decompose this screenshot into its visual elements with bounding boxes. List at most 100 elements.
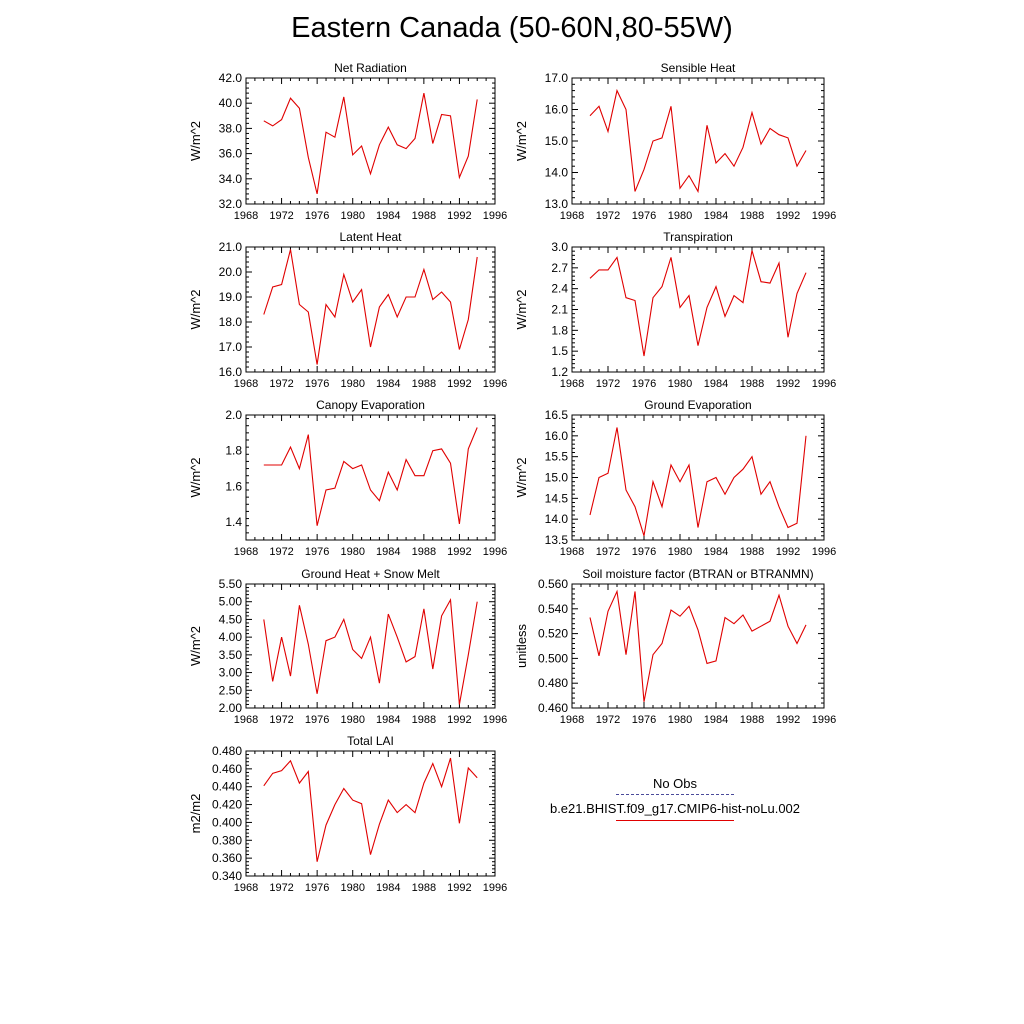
y-tick-label: 2.50 xyxy=(219,683,243,697)
legend-model-line xyxy=(616,820,734,821)
x-tick-label: 1976 xyxy=(305,882,329,894)
x-tick-label: 1992 xyxy=(447,378,471,390)
y-tick-label: 0.340 xyxy=(212,869,242,883)
x-tick-label: 1984 xyxy=(376,546,400,558)
y-tick-label: 14.5 xyxy=(545,491,569,505)
figure-title: Eastern Canada (50-60N,80-55W) xyxy=(291,12,733,44)
x-tick-label: 1984 xyxy=(704,210,728,222)
y-tick-label: 4.00 xyxy=(219,630,243,644)
series-line xyxy=(589,250,807,357)
y-axis-label: W/m^2 xyxy=(188,626,203,666)
x-tick-label: 1988 xyxy=(740,714,764,726)
x-tick-label: 1972 xyxy=(269,546,293,558)
y-tick-label: 0.480 xyxy=(212,744,242,758)
plot-frame xyxy=(245,414,496,541)
y-tick-label: 0.460 xyxy=(212,762,242,776)
panel-6: Ground Evaporation W/m^2 1968 1972 1976 1980 1… xyxy=(514,398,836,558)
series-line xyxy=(263,92,478,195)
panel-title: Latent Heat xyxy=(339,230,402,244)
x-tick-label: 1968 xyxy=(560,378,584,390)
x-tick-label: 1972 xyxy=(269,882,293,894)
x-tick-label: 1992 xyxy=(776,546,800,558)
panel-5: Canopy Evaporation W/m^2 1968 1972 1976 1980 1… xyxy=(188,398,507,558)
y-tick-label: 15.0 xyxy=(545,134,569,148)
panel-title: Canopy Evaporation xyxy=(316,398,425,412)
x-tick-label: 1984 xyxy=(376,882,400,894)
x-tick-label: 1996 xyxy=(812,210,836,222)
y-tick-label: 13.0 xyxy=(545,197,569,211)
x-tick-label: 1976 xyxy=(305,210,329,222)
y-axis-label: W/m^2 xyxy=(188,457,203,497)
legend-obs-label: No Obs xyxy=(652,776,698,791)
y-tick-label: 1.5 xyxy=(551,344,568,358)
panel-9: Total LAI m2/m2 1968 1972 1976 1980 1984 1988 19… xyxy=(188,734,507,894)
x-tick-label: 1972 xyxy=(596,378,620,390)
y-tick-label: 34.0 xyxy=(219,172,243,186)
x-tick-label: 1980 xyxy=(340,882,364,894)
x-tick-label: 1984 xyxy=(376,378,400,390)
y-tick-label: 1.2 xyxy=(551,365,568,379)
x-tick-label: 1992 xyxy=(776,210,800,222)
y-tick-label: 2.7 xyxy=(551,261,568,275)
panel-title: Ground Heat + Snow Melt xyxy=(301,567,440,581)
panel-4: Transpiration W/m^2 1968 1972 1976 1980 1984 19… xyxy=(514,230,836,390)
x-tick-label: 1968 xyxy=(234,714,258,726)
x-tick-label: 1984 xyxy=(704,714,728,726)
y-tick-label: 4.50 xyxy=(219,612,243,626)
y-tick-label: 0.500 xyxy=(538,651,568,665)
x-tick-label: 1984 xyxy=(704,546,728,558)
x-tick-label: 1996 xyxy=(483,378,507,390)
y-axis-label: m2/m2 xyxy=(188,794,203,834)
panel-title: Transpiration xyxy=(663,230,733,244)
plot-frame xyxy=(571,414,825,541)
x-tick-label: 1988 xyxy=(740,546,764,558)
y-axis-label: W/m^2 xyxy=(514,289,529,329)
y-axis-label: W/m^2 xyxy=(188,121,203,161)
x-tick-label: 1996 xyxy=(483,882,507,894)
x-tick-label: 1984 xyxy=(704,378,728,390)
y-tick-label: 15.5 xyxy=(545,450,569,464)
y-tick-label: 16.5 xyxy=(545,408,569,422)
x-tick-label: 1968 xyxy=(234,882,258,894)
x-tick-label: 1968 xyxy=(560,714,584,726)
panel-2: Sensible Heat W/m^2 1968 1972 1976 1980 1984 19… xyxy=(514,61,836,222)
y-tick-label: 1.8 xyxy=(225,444,242,458)
x-tick-label: 1976 xyxy=(305,546,329,558)
y-tick-label: 0.560 xyxy=(538,577,568,591)
legend-model-label: b.e21.BHIST.f09_g17.CMIP6-hist-noLu.002 xyxy=(549,801,801,816)
y-tick-label: 2.00 xyxy=(219,701,243,715)
x-tick-label: 1968 xyxy=(560,210,584,222)
x-tick-label: 1980 xyxy=(668,546,692,558)
x-tick-label: 1996 xyxy=(483,714,507,726)
x-tick-label: 1976 xyxy=(632,714,656,726)
x-tick-label: 1988 xyxy=(412,210,436,222)
x-tick-label: 1992 xyxy=(447,546,471,558)
series-line xyxy=(263,249,478,365)
y-tick-label: 0.420 xyxy=(212,798,242,812)
y-axis-label: W/m^2 xyxy=(514,121,529,161)
y-tick-label: 0.440 xyxy=(212,780,242,794)
y-tick-label: 21.0 xyxy=(219,240,243,254)
x-tick-label: 1988 xyxy=(412,546,436,558)
panel-title: Total LAI xyxy=(347,734,394,748)
y-tick-label: 0.480 xyxy=(538,676,568,690)
x-tick-label: 1984 xyxy=(376,210,400,222)
y-axis-label: W/m^2 xyxy=(188,289,203,329)
y-tick-label: 38.0 xyxy=(219,121,243,135)
y-tick-label: 14.0 xyxy=(545,512,569,526)
y-tick-label: 16.0 xyxy=(545,103,569,117)
y-tick-label: 1.4 xyxy=(225,515,242,529)
plot-frame xyxy=(571,583,825,709)
y-tick-label: 20.0 xyxy=(219,265,243,279)
y-tick-label: 13.5 xyxy=(545,533,569,547)
x-tick-label: 1976 xyxy=(305,714,329,726)
panel-title: Soil moisture factor (BTRAN or BTRANMN) xyxy=(582,567,813,581)
y-tick-label: 15.0 xyxy=(545,471,569,485)
x-tick-label: 1968 xyxy=(234,546,258,558)
x-tick-label: 1976 xyxy=(632,546,656,558)
y-tick-label: 3.0 xyxy=(551,240,568,254)
panel-7: Ground Heat + Snow Melt W/m^2 1968 1972 1976… xyxy=(188,567,507,726)
panel-title: Sensible Heat xyxy=(661,61,736,75)
plot-frame xyxy=(245,77,496,205)
series-line xyxy=(263,757,478,862)
